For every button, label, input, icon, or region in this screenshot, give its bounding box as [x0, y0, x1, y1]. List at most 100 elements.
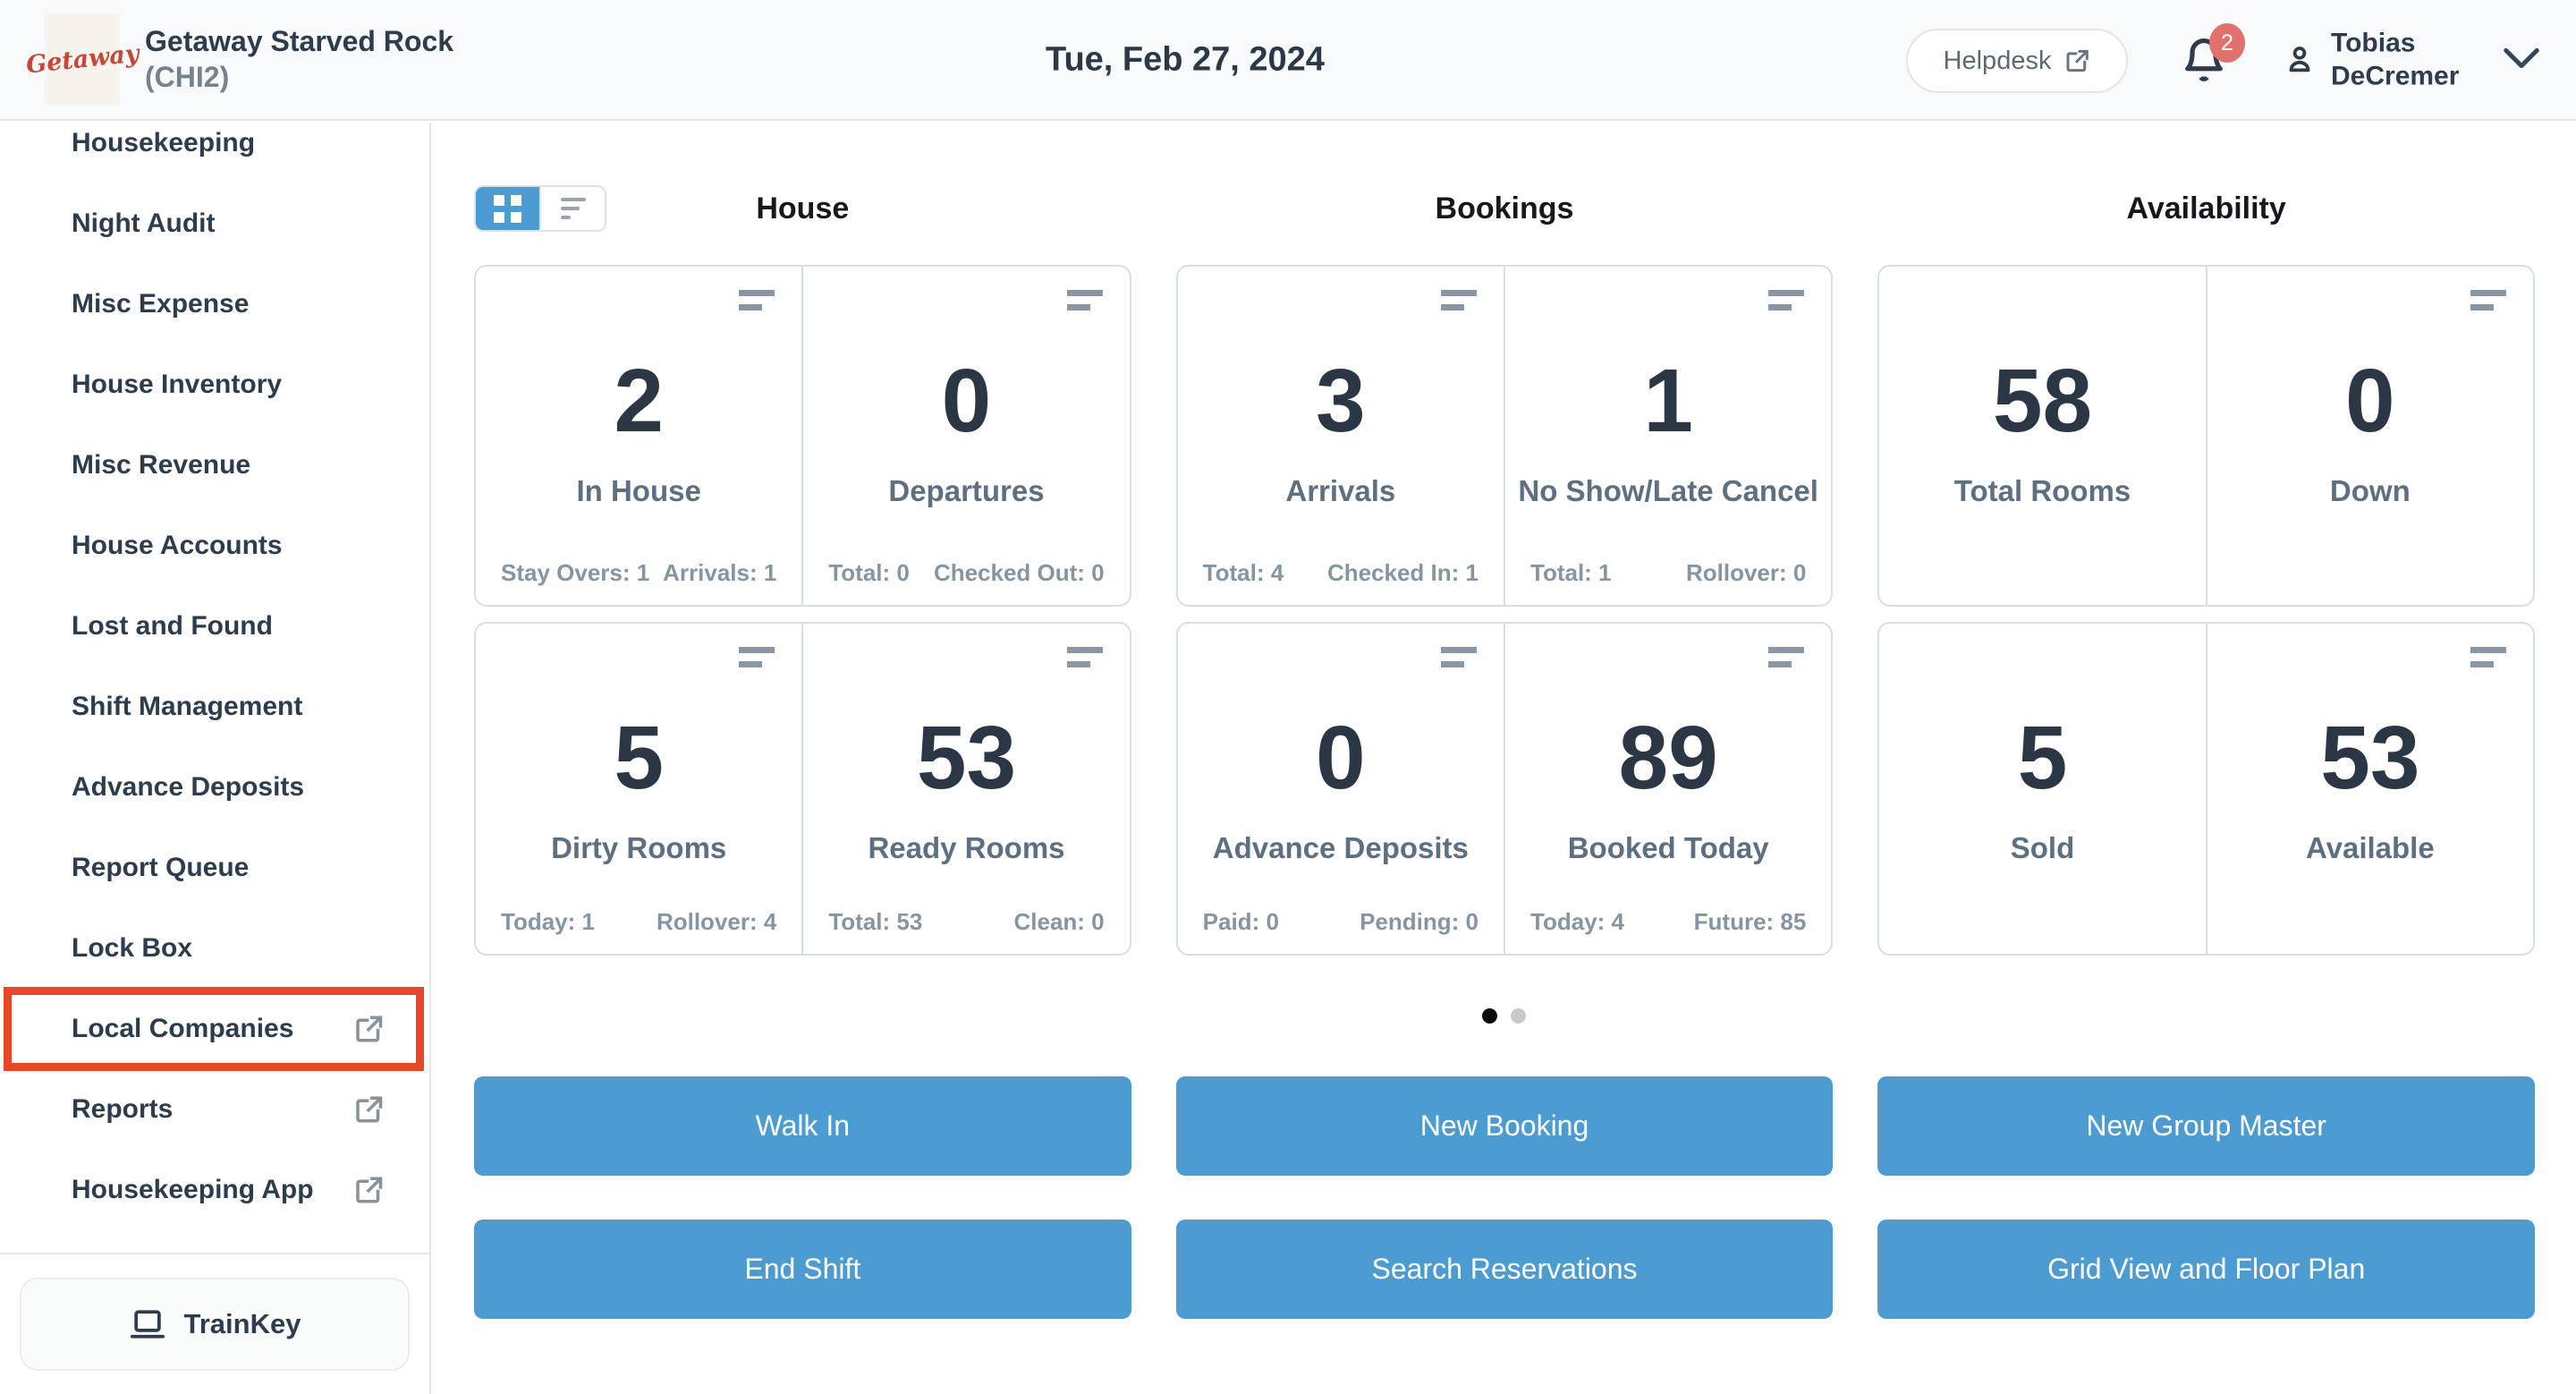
person-icon [2283, 42, 2317, 78]
filter-icon[interactable] [1441, 290, 1477, 310]
pagination [431, 1008, 2576, 1024]
new-group-master-button[interactable]: New Group Master [1877, 1076, 2535, 1176]
stat-card-ready-rooms[interactable]: 53 Ready Rooms Total: 53 Clean: 0 [801, 624, 1129, 954]
filter-icon[interactable] [1066, 290, 1103, 310]
filter-icon[interactable] [2470, 647, 2507, 667]
filter-icon[interactable] [1066, 647, 1103, 667]
section-title: Bookings [1435, 191, 1574, 225]
grid-view-button[interactable] [476, 187, 539, 230]
stat-card-departures[interactable]: 0 Departures Total: 0 Checked Out: 0 [801, 267, 1129, 605]
stat-card-dirty-rooms[interactable]: 5 Dirty Rooms Today: 1 Rollover: 4 [476, 624, 801, 954]
filter-icon[interactable] [739, 290, 775, 310]
sidebar-item-label: Advance Deposits [72, 772, 305, 802]
stat-footer-right: Pending: 0 [1360, 908, 1479, 935]
stat-footer-right: Future: 85 [1693, 908, 1807, 935]
section-house: House 2 In House Stay Overs: 1 Arrivals:… [474, 185, 1131, 956]
stat-card-advance-deposits[interactable]: 0 Advance Deposits Paid: 0 Pending: 0 [1178, 624, 1504, 954]
sidebar-item-reports[interactable]: Reports [0, 1069, 429, 1150]
sidebar-item-label: House Accounts [72, 531, 283, 560]
list-view-button[interactable] [539, 187, 605, 230]
brand-logo-text: Getaway [24, 38, 140, 80]
stat-value: 53 [916, 708, 1017, 808]
stat-card-arrivals[interactable]: 3 Arrivals Total: 4 Checked In: 1 [1178, 267, 1504, 605]
helpdesk-label: Helpdesk [1943, 46, 2052, 75]
stat-value: 5 [2017, 708, 2068, 808]
property-name: Getaway Starved Rock [145, 24, 454, 57]
sidebar-item-lock-box[interactable]: Lock Box [0, 908, 429, 989]
sidebar-item-lost-and-found[interactable]: Lost and Found [0, 586, 429, 667]
stat-label: In House [576, 474, 701, 507]
sidebar-item-report-queue[interactable]: Report Queue [0, 828, 429, 908]
stat-value: 53 [2320, 708, 2420, 808]
stat-footer-right: Clean: 0 [1013, 908, 1105, 935]
stat-card-booked-today[interactable]: 89 Booked Today Today: 4 Future: 85 [1504, 624, 1831, 954]
external-link-icon [2063, 47, 2090, 74]
brand-logo[interactable]: Getaway [24, 13, 140, 105]
stat-card-available[interactable]: 53 Available [2205, 624, 2533, 954]
walk-in-button[interactable]: Walk In [474, 1076, 1131, 1176]
sidebar-item-housekeeping[interactable]: Housekeeping [0, 103, 429, 183]
filter-icon[interactable] [739, 647, 775, 667]
sidebar-item-house-accounts[interactable]: House Accounts [0, 506, 429, 586]
sidebar-item-label: Misc Expense [72, 289, 250, 319]
sidebar-item-label: Report Queue [72, 853, 250, 882]
stat-value: 5 [614, 708, 664, 808]
notifications-button[interactable]: 2 [2181, 23, 2245, 91]
grid-view-floor-plan-button[interactable]: Grid View and Floor Plan [1877, 1220, 2535, 1319]
stat-card-sold[interactable]: 5 Sold [1879, 624, 2205, 954]
bell-icon [2181, 34, 2234, 84]
stat-footer-right: Checked Out: 0 [933, 559, 1105, 586]
new-booking-button[interactable]: New Booking [1175, 1076, 1834, 1176]
laptop-icon [129, 1308, 166, 1340]
sidebar-item-label: Housekeeping [72, 128, 256, 157]
stat-label: Sold [2010, 831, 2075, 864]
sidebar-item-label: Misc Revenue [72, 450, 251, 480]
chevron-down-icon[interactable] [2501, 47, 2542, 72]
section-title: House [756, 191, 850, 225]
app-header: Getaway Getaway Starved Rock (CHI2) Tue,… [0, 0, 2576, 121]
stat-card-in-house[interactable]: 2 In House Stay Overs: 1 Arrivals: 1 [476, 267, 801, 605]
filter-icon[interactable] [1768, 290, 1805, 310]
user-first-name: Tobias [2331, 28, 2416, 57]
dashboard: House 2 In House Stay Overs: 1 Arrivals:… [431, 123, 2576, 1394]
sidebar-item-misc-expense[interactable]: Misc Expense [0, 264, 429, 344]
stat-label: No Show/Late Cancel [1518, 474, 1818, 507]
filter-icon[interactable] [1441, 647, 1477, 667]
sidebar-item-local-companies[interactable]: Local Companies [0, 987, 429, 1071]
trainkey-label: TrainKey [183, 1308, 301, 1339]
pagination-dot[interactable] [1510, 1008, 1526, 1024]
stat-value: 58 [1992, 351, 2093, 451]
stat-card-no-show-late-cancel[interactable]: 1 No Show/Late Cancel Total: 1 Rollover:… [1504, 267, 1831, 605]
user-name: Tobias DeCremer [2331, 26, 2459, 93]
sidebar-item-label: Local Companies [72, 1014, 294, 1043]
trainkey-button[interactable]: TrainKey [20, 1278, 410, 1371]
sidebar-item-house-inventory[interactable]: House Inventory [0, 344, 429, 425]
stat-footer-left: Total: 53 [828, 908, 923, 935]
list-icon [560, 192, 586, 225]
stat-footer-right: Checked In: 1 [1326, 559, 1479, 586]
helpdesk-button[interactable]: Helpdesk [1906, 29, 2128, 93]
sidebar-item-advance-deposits[interactable]: Advance Deposits [0, 747, 429, 828]
sidebar-item-label: Reports [72, 1094, 174, 1124]
sidebar-menu: Housekeeping Night Audit Misc Expense Ho… [0, 103, 429, 1230]
sidebar-item-night-audit[interactable]: Night Audit [0, 183, 429, 264]
sidebar-item-label: Shift Management [72, 692, 303, 721]
stat-card-down[interactable]: 0 Down [2205, 267, 2533, 605]
end-shift-button[interactable]: End Shift [474, 1220, 1131, 1319]
stat-value: 2 [614, 351, 664, 451]
sidebar-item-shift-management[interactable]: Shift Management [0, 667, 429, 747]
user-last-name: DeCremer [2331, 61, 2460, 91]
filter-icon[interactable] [1768, 647, 1805, 667]
property-title: Getaway Starved Rock (CHI2) [145, 23, 453, 97]
user-menu[interactable]: Tobias DeCremer [2283, 26, 2459, 93]
sidebar-item-housekeeping-app[interactable]: Housekeeping App [0, 1150, 429, 1230]
stat-footer-left: Total: 1 [1530, 559, 1612, 586]
filter-icon[interactable] [2470, 290, 2507, 310]
sidebar-item-label: Lock Box [72, 933, 193, 963]
action-buttons: Walk In New Booking New Group Master End… [474, 1076, 2535, 1319]
sidebar-item-misc-revenue[interactable]: Misc Revenue [0, 425, 429, 506]
pagination-dot-active[interactable] [1481, 1008, 1497, 1024]
stat-card-total-rooms[interactable]: 58 Total Rooms [1879, 267, 2205, 605]
stat-label: Booked Today [1567, 831, 1769, 864]
search-reservations-button[interactable]: Search Reservations [1175, 1220, 1834, 1319]
